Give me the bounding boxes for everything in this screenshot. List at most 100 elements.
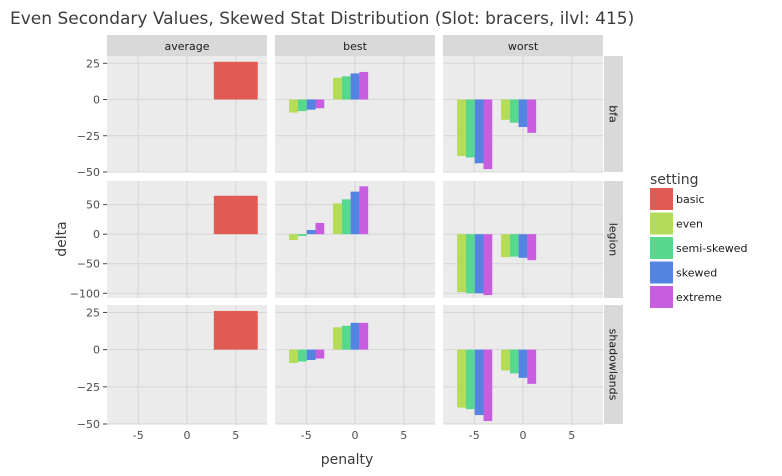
legend-label-even: even — [676, 218, 703, 231]
facet-strip-average — [107, 35, 267, 56]
bar-bfa-worst-semi-skewed — [509, 99, 519, 123]
bar-legion-best-semi-skewed — [341, 199, 351, 235]
bar-bfa-worst-semi-skewed — [465, 99, 475, 158]
facet-panels: average best worst bfa legion shadowlands 25 0 −… — [70, 35, 623, 442]
bar-bfa-worst-extreme — [527, 99, 537, 133]
bar-legion-best-even — [333, 203, 342, 235]
facet-strip-shadowlands — [604, 305, 623, 424]
x-tick-label: 5 — [400, 429, 407, 442]
x-tick-label: -5 — [469, 429, 480, 442]
y-tick-label: 25 — [86, 306, 100, 319]
bar-bfa-best-skewed — [306, 99, 316, 110]
bar-shadowlands-worst-even — [501, 349, 510, 371]
bar-legion-best-skewed — [350, 191, 360, 235]
y-tick-label: −100 — [70, 287, 100, 300]
bar-bfa-best-extreme — [315, 99, 325, 109]
bar-bfa-best-semi-skewed — [341, 76, 351, 100]
legend-swatch-skewed — [650, 261, 673, 284]
bar-shadowlands-best-even — [289, 349, 298, 364]
bar-shadowlands-average-basic — [213, 310, 258, 350]
bar-legion-worst-semi-skewed — [509, 234, 519, 257]
bar-bfa-best-semi-skewed — [297, 99, 307, 112]
bar-shadowlands-worst-semi-skewed — [509, 349, 519, 374]
bar-bfa-worst-even — [501, 99, 510, 120]
bar-legion-best-semi-skewed — [297, 234, 307, 236]
facet-strip-label-worst: worst — [508, 40, 539, 53]
legend-label-skewed: skewed — [676, 267, 717, 280]
legend-swatch-semi-skewed — [650, 237, 673, 259]
y-tick-label: −50 — [77, 258, 100, 271]
bar-shadowlands-best-even — [333, 327, 342, 350]
bar-legion-best-even — [289, 234, 298, 241]
bar-bfa-average-basic — [213, 61, 258, 100]
legend-swatch-basic — [650, 188, 673, 210]
legend-label-semi-skewed: semi-skewed — [676, 242, 747, 255]
bar-bfa-best-skewed — [350, 73, 360, 100]
bar-legion-average-basic — [213, 195, 258, 235]
legend-title: setting — [650, 172, 699, 188]
x-tick-label: 5 — [232, 429, 239, 442]
bar-shadowlands-best-extreme — [315, 349, 325, 359]
bar-legion-best-extreme — [359, 186, 369, 235]
y-tick-label: −25 — [77, 130, 100, 143]
bar-legion-worst-skewed — [474, 234, 484, 294]
x-tick-label: 0 — [352, 429, 359, 442]
bar-bfa-best-even — [289, 99, 298, 113]
legend-label-basic: basic — [676, 193, 705, 206]
facet-strip-best — [275, 35, 435, 56]
bar-shadowlands-best-semi-skewed — [341, 325, 351, 350]
y-tick-label: 50 — [86, 199, 100, 212]
bar-legion-worst-even — [457, 234, 466, 293]
y-tick-label: 0 — [93, 344, 100, 357]
y-tick-label: 0 — [93, 228, 100, 241]
bar-legion-best-skewed — [306, 230, 316, 235]
bar-shadowlands-worst-extreme — [527, 349, 537, 384]
bar-bfa-worst-even — [457, 99, 466, 157]
x-tick-label: 0 — [184, 429, 191, 442]
bar-bfa-worst-skewed — [518, 99, 528, 128]
facet-strip-label-shadowlands: shadowlands — [607, 329, 620, 401]
y-tick-label: −25 — [77, 381, 100, 394]
legend-swatch-even — [650, 212, 673, 235]
bar-bfa-worst-extreme — [483, 99, 493, 170]
facet-strip-bfa — [604, 56, 623, 172]
bar-shadowlands-worst-semi-skewed — [465, 349, 475, 410]
x-tick-label: 0 — [520, 429, 527, 442]
bar-legion-worst-skewed — [518, 234, 528, 258]
y-tick-label: −50 — [77, 166, 100, 179]
chart-title: Even Secondary Values, Skewed Stat Distr… — [10, 9, 634, 29]
facet-strip-legion — [604, 181, 623, 298]
bar-shadowlands-best-extreme — [359, 322, 369, 350]
bar-legion-worst-extreme — [527, 234, 537, 261]
bar-legion-best-extreme — [315, 222, 325, 235]
y-tick-label: −50 — [77, 418, 100, 431]
legend: setting basic even semi-skewed skewed extrem… — [650, 172, 747, 308]
bar-bfa-best-even — [333, 77, 342, 100]
bar-shadowlands-worst-skewed — [518, 349, 528, 378]
y-tick-label: 0 — [93, 94, 100, 107]
bar-bfa-best-extreme — [359, 71, 369, 100]
bar-shadowlands-best-skewed — [306, 349, 316, 361]
legend-swatch-extreme — [650, 286, 673, 308]
facet-strip-label-legion: legion — [607, 223, 620, 257]
y-axis-title: delta — [54, 221, 70, 256]
bar-legion-worst-extreme — [483, 234, 493, 296]
x-axis-title: penalty — [321, 452, 374, 468]
legend-label-extreme: extreme — [676, 291, 722, 304]
x-tick-label: 5 — [568, 429, 575, 442]
facet-strip-label-best: best — [343, 40, 367, 53]
x-tick-label: -5 — [301, 429, 312, 442]
bar-shadowlands-best-semi-skewed — [297, 349, 307, 362]
bar-shadowlands-worst-extreme — [483, 349, 493, 422]
facet-strip-worst — [443, 35, 603, 56]
facet-strip-label-bfa: bfa — [607, 105, 620, 123]
bar-shadowlands-worst-skewed — [474, 349, 484, 416]
bar-legion-worst-even — [501, 234, 510, 258]
bar-shadowlands-worst-even — [457, 349, 466, 408]
bar-legion-worst-semi-skewed — [465, 234, 475, 294]
x-tick-label: -5 — [133, 429, 144, 442]
facet-strip-label-average: average — [164, 40, 209, 53]
y-tick-label: 25 — [86, 57, 100, 70]
bar-shadowlands-best-skewed — [350, 322, 360, 350]
